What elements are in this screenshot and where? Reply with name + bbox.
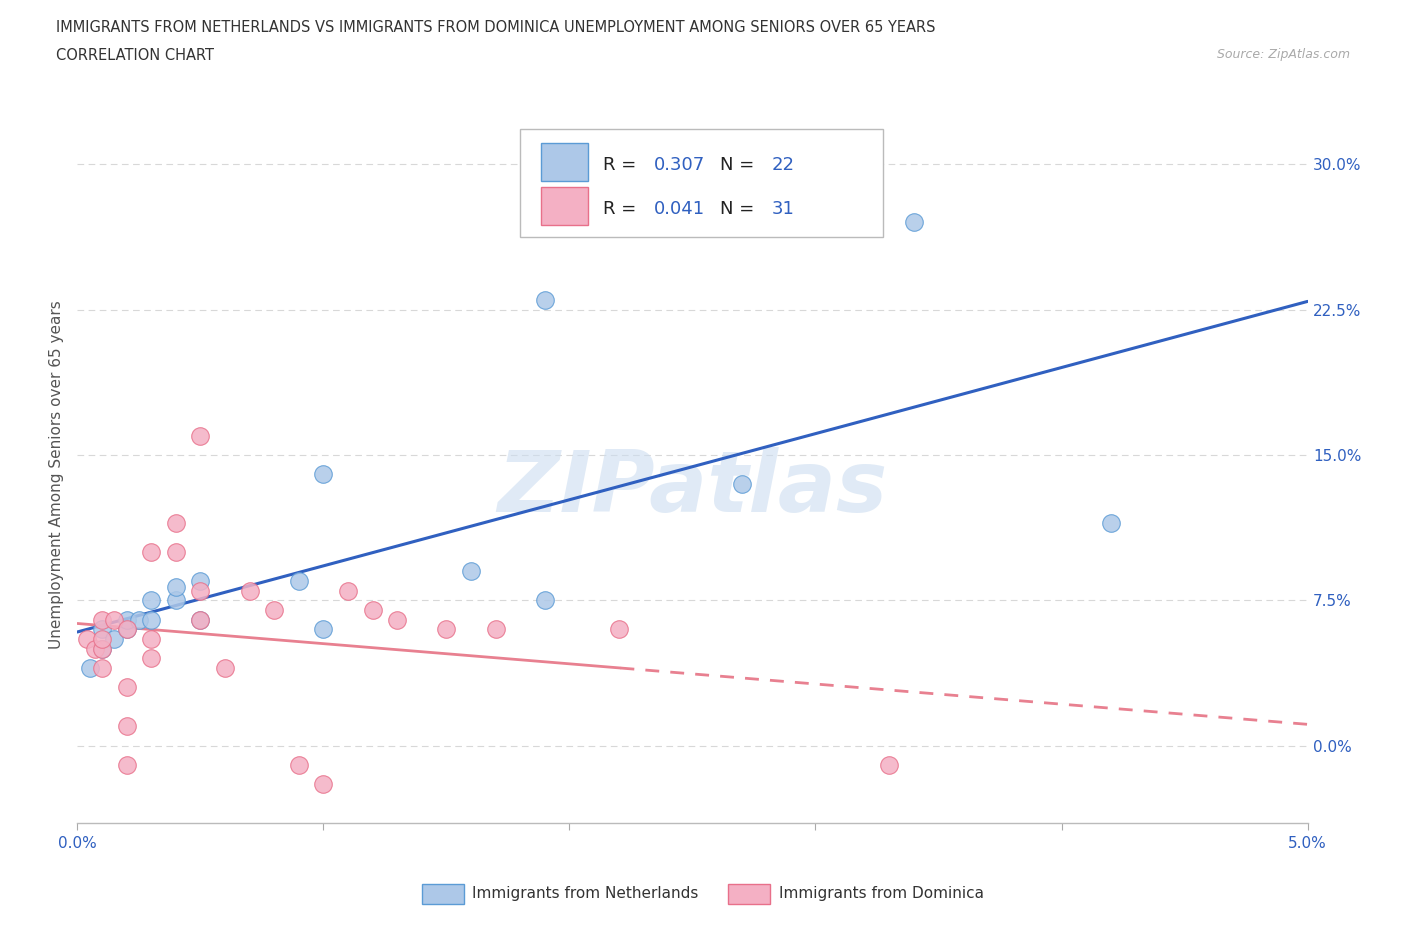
Point xyxy=(90,642,114,657)
Point xyxy=(239,583,262,598)
Text: Source: ZipAtlas.com: Source: ZipAtlas.com xyxy=(1216,48,1350,61)
Point xyxy=(141,592,163,607)
Point xyxy=(141,612,163,627)
Text: R =: R = xyxy=(603,200,641,219)
Text: CORRELATION CHART: CORRELATION CHART xyxy=(56,48,214,63)
Point xyxy=(115,612,138,627)
Point xyxy=(534,592,557,607)
Point xyxy=(141,651,163,666)
Point xyxy=(115,757,138,772)
Text: 0.041: 0.041 xyxy=(654,200,706,219)
Point xyxy=(90,660,114,675)
Point xyxy=(337,583,360,598)
Point xyxy=(288,574,311,589)
Point xyxy=(83,642,105,657)
Point xyxy=(460,564,482,578)
Point xyxy=(103,612,125,627)
Point xyxy=(214,660,236,675)
Point xyxy=(288,757,311,772)
Text: Immigrants from Dominica: Immigrants from Dominica xyxy=(779,886,984,901)
Point xyxy=(188,428,212,443)
Point xyxy=(188,612,212,627)
Point xyxy=(385,612,409,627)
Point xyxy=(361,603,384,618)
Text: 0.307: 0.307 xyxy=(654,156,706,174)
Point xyxy=(903,215,925,230)
Point xyxy=(115,622,138,637)
Point xyxy=(90,642,114,657)
Point xyxy=(90,622,114,637)
Text: R =: R = xyxy=(603,156,641,174)
Point xyxy=(165,515,187,530)
Text: 31: 31 xyxy=(772,200,794,219)
Point xyxy=(312,777,335,791)
Point xyxy=(115,680,138,695)
Point xyxy=(141,631,163,646)
Point xyxy=(115,622,138,637)
Text: N =: N = xyxy=(720,156,759,174)
Point xyxy=(312,622,335,637)
Point xyxy=(165,592,187,607)
Point xyxy=(76,631,98,646)
FancyBboxPatch shape xyxy=(541,187,588,225)
Point xyxy=(90,612,114,627)
Y-axis label: Unemployment Among Seniors over 65 years: Unemployment Among Seniors over 65 years xyxy=(49,300,65,649)
Point xyxy=(1099,515,1122,530)
Point xyxy=(485,622,508,637)
Point xyxy=(165,544,187,559)
Point xyxy=(128,612,150,627)
Point xyxy=(141,544,163,559)
Point xyxy=(188,583,212,598)
Point xyxy=(188,612,212,627)
Text: ZIPatlas: ZIPatlas xyxy=(498,446,887,530)
Point xyxy=(731,476,754,491)
Point xyxy=(534,293,557,308)
FancyBboxPatch shape xyxy=(520,129,883,237)
Point xyxy=(188,574,212,589)
Point xyxy=(607,622,630,637)
Point xyxy=(436,622,458,637)
Point xyxy=(90,631,114,646)
Text: N =: N = xyxy=(720,200,759,219)
Point xyxy=(263,603,285,618)
Text: IMMIGRANTS FROM NETHERLANDS VS IMMIGRANTS FROM DOMINICA UNEMPLOYMENT AMONG SENIO: IMMIGRANTS FROM NETHERLANDS VS IMMIGRANT… xyxy=(56,20,936,35)
Point xyxy=(103,631,125,646)
Point xyxy=(165,579,187,594)
Point xyxy=(879,757,901,772)
Text: Immigrants from Netherlands: Immigrants from Netherlands xyxy=(472,886,699,901)
Point xyxy=(115,719,138,734)
Point xyxy=(79,660,101,675)
FancyBboxPatch shape xyxy=(541,143,588,181)
Point xyxy=(312,467,335,482)
Text: 22: 22 xyxy=(772,156,794,174)
